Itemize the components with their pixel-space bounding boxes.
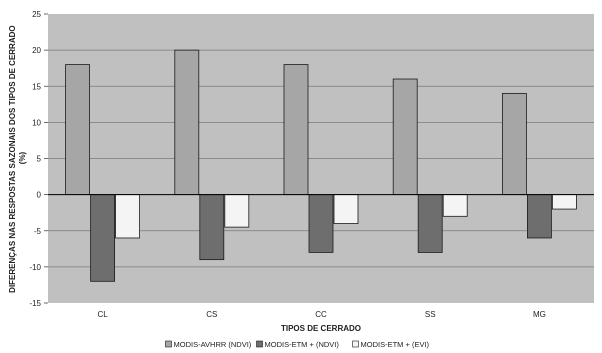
bar-ss-series-1 (392, 78, 418, 196)
bar-cc-series-2 (308, 194, 334, 253)
bar-ss-series-2 (417, 194, 443, 253)
y-axis-title-line-2: (%) (18, 151, 27, 164)
y-tick-label: 0 (37, 191, 42, 200)
bar-mg-series-3 (552, 194, 577, 210)
y-tick-label: 10 (32, 118, 41, 127)
y-tick-label: -5 (34, 227, 42, 236)
legend-label: MODIS-ETM + (EVI) (361, 340, 430, 349)
y-axis-ticks: -15 -10 -5 0 5 10 15 20 25 (29, 10, 48, 308)
x-tick-label: SS (425, 310, 436, 319)
bar-cc-series-1 (283, 64, 309, 196)
y-tick-label: -15 (29, 299, 41, 308)
x-tick-label: MG (533, 310, 546, 319)
bar-ss-series-3 (442, 194, 468, 217)
bar-cl-series-2 (90, 194, 115, 282)
bar-mg-series-2 (527, 194, 552, 239)
legend: MODIS-AVHRR (NDVI) MODIS-ETM + (NDVI) MODI… (165, 340, 430, 349)
legend-label: MODIS-AVHRR (NDVI) (174, 340, 252, 349)
bars (65, 49, 577, 282)
x-tick-label: CL (97, 310, 108, 319)
y-axis-title-line-1: DIFERENÇAS NAS RESPOSTAS SAZONAIS DOS TI… (8, 25, 17, 292)
y-tick-label: 25 (32, 10, 41, 19)
x-tick-label: CS (206, 310, 217, 319)
bar-cl-series-3 (115, 194, 140, 239)
x-tick-label: CC (315, 310, 327, 319)
y-tick-label: 5 (37, 155, 42, 164)
x-axis-ticks: CL CS CC SS MG (97, 310, 545, 319)
bar-cs-series-3 (224, 194, 250, 228)
y-axis-title: DIFERENÇAS NAS RESPOSTAS SAZONAIS DOS TI… (8, 23, 27, 293)
bar-cs-series-1 (174, 49, 200, 196)
y-tick-label: 20 (32, 46, 41, 55)
y-tick-label: 15 (32, 82, 41, 91)
bar-cc-series-3 (333, 194, 359, 224)
legend-swatch (352, 340, 359, 348)
y-tick-label: -10 (29, 263, 41, 272)
legend-label: MODIS-ETM + (NDVI) (265, 340, 340, 349)
legend-swatch (165, 340, 172, 348)
legend-swatch (256, 340, 263, 348)
bar-cl-series-1 (65, 64, 90, 196)
bar-cs-series-2 (199, 194, 225, 261)
bar-mg-series-1 (501, 93, 527, 196)
x-axis-title: TIPOS DE CERRADO (281, 324, 361, 333)
